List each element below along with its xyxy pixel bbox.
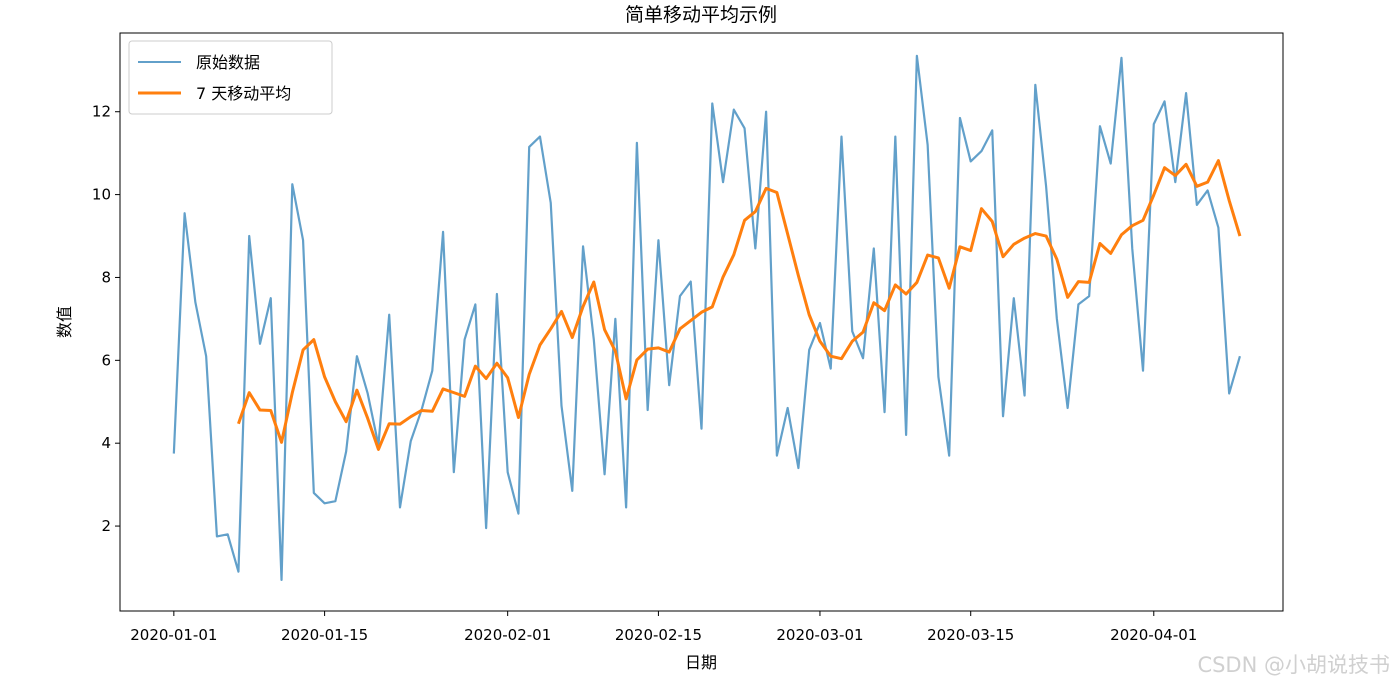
y-tick-label: 4 <box>101 434 111 452</box>
y-tick-label: 10 <box>92 186 111 204</box>
x-tick-label: 2020-01-01 <box>130 626 217 644</box>
x-axis: 2020-01-01 2020-01-15 2020-02-01 2020-02-15… <box>130 611 1197 644</box>
y-axis-label: 数值 <box>55 306 74 338</box>
series-line-ma <box>237 159 1242 451</box>
x-axis-label: 日期 <box>685 653 717 672</box>
legend-label-raw: 原始数据 <box>196 53 260 72</box>
watermark: CSDN @小胡说技书 <box>1197 653 1390 677</box>
x-tick-label: 2020-03-15 <box>927 626 1014 644</box>
chart-title: 简单移动平均示例 <box>625 4 777 26</box>
y-tick-label: 8 <box>101 268 111 286</box>
y-tick-label: 2 <box>101 517 111 535</box>
x-tick-label: 2020-03-01 <box>776 626 863 644</box>
legend: 原始数据 7 天移动平均 <box>128 40 333 115</box>
x-tick-label: 2020-04-01 <box>1110 626 1197 644</box>
y-axis: 2 4 6 8 10 12 <box>92 103 120 535</box>
y-tick-label: 12 <box>92 103 111 121</box>
x-tick-label: 2020-02-15 <box>615 626 702 644</box>
x-tick-label: 2020-02-01 <box>464 626 551 644</box>
legend-label-ma: 7 天移动平均 <box>196 84 291 103</box>
legend-box <box>128 40 333 115</box>
plot-area <box>119 32 1284 612</box>
series-layer <box>172 54 1242 582</box>
x-tick-label: 2020-01-15 <box>281 626 368 644</box>
y-tick-label: 6 <box>101 351 111 369</box>
